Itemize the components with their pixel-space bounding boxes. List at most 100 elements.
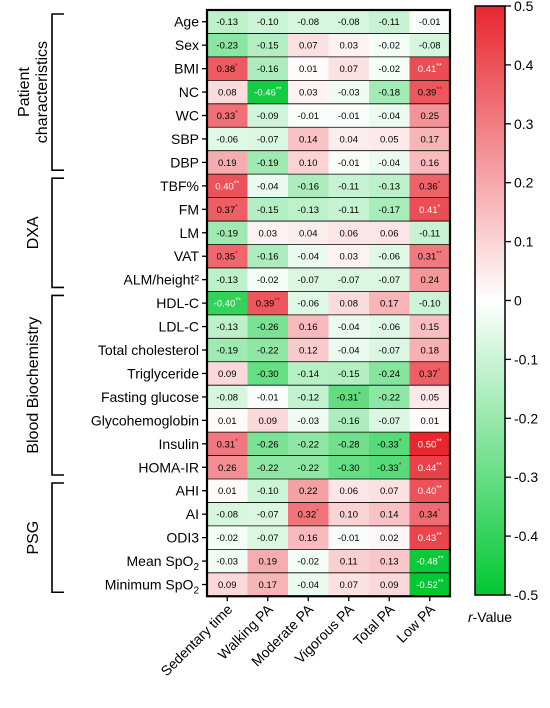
significance-marker: *	[438, 368, 441, 375]
heatmap-cell	[369, 174, 410, 198]
heatmap-cell	[207, 502, 248, 526]
heatmap-cell	[207, 479, 248, 503]
cell-value-label: -0.13	[216, 322, 238, 333]
heatmap-cell	[409, 455, 450, 479]
cell-value-label: 0.03	[340, 41, 359, 52]
heatmap-cell	[409, 33, 450, 57]
cell-value-label: -0.04	[338, 322, 360, 333]
heatmap-cell	[288, 385, 329, 409]
heatmap-cell	[288, 432, 329, 456]
significance-marker: **	[436, 462, 442, 469]
heatmap-cell	[328, 338, 369, 362]
colorbar-label: r-Value	[468, 609, 512, 625]
cell-value-label: -0.40**	[214, 298, 241, 310]
heatmap-cell	[369, 80, 410, 104]
colorbar-tick-label: -0.2	[514, 410, 538, 426]
cell-value-label: -0.15	[257, 205, 279, 216]
cell-value-label: -0.10	[257, 17, 279, 28]
significance-marker: *	[235, 438, 238, 445]
heatmap-cell	[409, 174, 450, 198]
heatmap-cell	[328, 56, 369, 81]
heatmap-cell	[247, 291, 288, 315]
heatmap-cell	[207, 103, 248, 128]
group-label-psg: PSG	[25, 521, 42, 555]
cell-value-label: -0.07	[257, 533, 279, 544]
heatmap-cell	[369, 408, 410, 433]
heatmap-cell	[328, 150, 369, 175]
cell-value-label: -0.17	[378, 205, 400, 216]
cell-value-label: 0.16	[421, 158, 440, 169]
significance-marker: **	[436, 485, 442, 492]
cell-value-label: 0.43**	[418, 532, 442, 544]
cell-value-label: 0.35*	[217, 251, 239, 263]
cell-value-label: -0.16	[257, 64, 279, 75]
cell-value-label: -0.02	[216, 533, 238, 544]
colorbar-tick-label: 0	[514, 293, 522, 309]
heatmap-cell	[369, 432, 410, 456]
heatmap-cell	[288, 361, 329, 386]
heatmap-cell	[328, 455, 369, 479]
cell-value-label: 0.26	[218, 463, 237, 474]
cell-value-label: 0.03	[299, 88, 318, 99]
row-label-dbp: DBP	[170, 154, 199, 170]
cell-value-label: -0.08	[419, 41, 441, 52]
heatmap-cell	[369, 385, 410, 409]
cell-value-label: -0.06	[216, 134, 238, 145]
heatmap-cell	[369, 572, 410, 597]
cell-value-label: 0.08	[340, 299, 359, 310]
heatmap-cell	[288, 572, 329, 597]
significance-marker: **	[276, 87, 282, 94]
heatmap-cell	[328, 103, 369, 128]
heatmap-cell	[247, 502, 288, 526]
heatmap-cell	[207, 267, 248, 292]
cell-value-label: 0.04	[299, 228, 318, 239]
cell-value-label: -0.22	[297, 463, 319, 474]
heatmap-cell	[288, 33, 329, 57]
cell-value-label: -0.07	[297, 275, 319, 286]
heatmap-cell	[288, 221, 329, 245]
significance-marker: *	[399, 462, 402, 469]
heatmap-cell	[247, 361, 288, 386]
cell-value-label: -0.13	[297, 205, 319, 216]
heatmap-cell	[409, 432, 450, 456]
significance-marker: *	[399, 438, 402, 445]
cell-value-label: -0.07	[378, 275, 400, 286]
heatmap-cell	[207, 385, 248, 409]
heatmap-cell	[369, 10, 410, 34]
cell-value-label: -0.22	[257, 463, 279, 474]
cell-value-label: -0.11	[419, 228, 440, 239]
cell-value-label: -0.08	[216, 510, 238, 521]
heatmap-cell	[409, 127, 450, 151]
significance-marker: *	[235, 63, 238, 70]
row-label-sex: Sex	[175, 37, 199, 53]
cell-value-label: -0.13	[378, 181, 400, 192]
significance-marker: **	[438, 556, 444, 563]
heatmap-cell	[369, 338, 410, 362]
heatmap-cell	[207, 314, 248, 339]
colorbar-tick-label: 0.5	[514, 0, 534, 14]
cell-value-label: 0.40**	[418, 485, 442, 497]
cell-value-label: 0.10	[299, 158, 318, 169]
heatmap-cell	[207, 10, 248, 34]
cell-value-label: 0.37*	[217, 204, 239, 216]
heatmap-cell	[328, 267, 369, 292]
heatmap-cell	[409, 525, 450, 550]
cell-value-label: -0.09	[257, 111, 279, 122]
cell-value-label: 0.22	[299, 486, 318, 497]
cell-value-label: -0.16	[338, 416, 360, 427]
cell-value-label: 0.16	[299, 533, 318, 544]
colorbar-tick-label: -0.3	[514, 469, 538, 485]
heatmap-cell	[288, 502, 329, 526]
row-label-glycohemoglobin: Glycohemoglobin	[91, 412, 199, 428]
heatmap-cell	[369, 33, 410, 57]
cell-value-label: -0.15	[338, 369, 360, 380]
group-bracket-blood-biochemistry	[51, 294, 64, 476]
heatmap-cell	[207, 361, 248, 386]
heatmap-cell	[288, 10, 329, 34]
significance-marker: *	[316, 509, 319, 516]
heatmap-cell	[409, 549, 450, 573]
colorbar-tick-label: -0.1	[514, 351, 538, 367]
cell-value-label: -0.08	[297, 17, 319, 28]
cell-value-label: 0.41*	[419, 204, 441, 216]
